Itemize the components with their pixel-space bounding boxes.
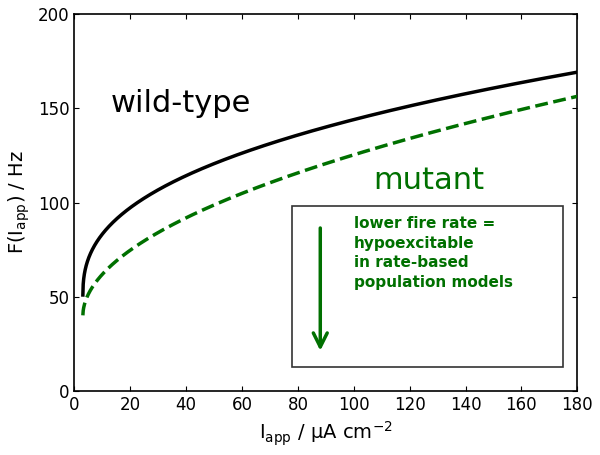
FancyBboxPatch shape <box>292 207 563 367</box>
X-axis label: I$_\mathrm{app}$ / μA cm$^{-2}$: I$_\mathrm{app}$ / μA cm$^{-2}$ <box>259 420 393 448</box>
Text: mutant: mutant <box>373 167 484 195</box>
Text: lower fire rate =
hypoexcitable
in rate-based
population models: lower fire rate = hypoexcitable in rate-… <box>354 216 513 290</box>
Y-axis label: F(I$_\mathrm{app}$) / Hz: F(I$_\mathrm{app}$) / Hz <box>7 151 32 254</box>
Text: wild-type: wild-type <box>111 89 251 118</box>
